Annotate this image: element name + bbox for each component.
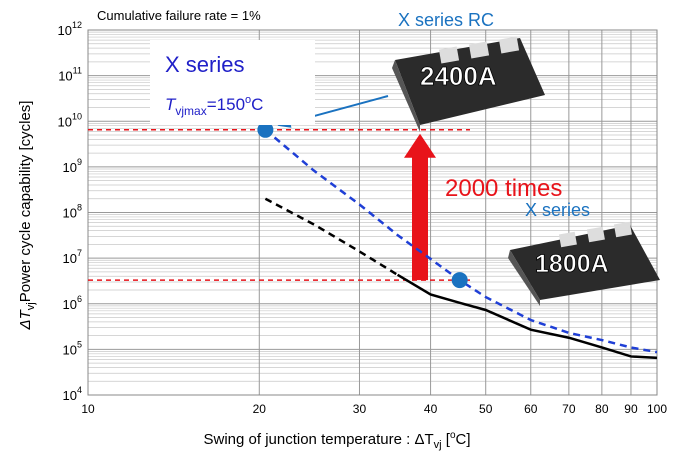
sub: vjmax: [175, 104, 206, 118]
tick-base: 10: [63, 160, 77, 175]
tick-base: 10: [63, 388, 77, 403]
x-tick-label: 30: [353, 402, 367, 416]
ratio-arrow: [404, 133, 436, 281]
x-tick-label: 50: [479, 402, 493, 416]
sup: o: [245, 94, 251, 106]
text: Swing of junction temperature : ΔT: [204, 431, 434, 448]
module-label: 1800A: [535, 250, 609, 278]
y-tick-label: 109: [63, 157, 82, 175]
module-image: 1800A: [508, 221, 660, 306]
x-tick-label: 80: [595, 402, 609, 416]
sup: o: [450, 430, 456, 441]
tick-exp: 9: [77, 157, 82, 167]
box-condition: Tvjmax=150oC: [165, 94, 263, 118]
info-box: [150, 40, 315, 125]
point-marker: [451, 272, 468, 289]
y-tick-label: 104: [63, 385, 82, 403]
x-tick-label: 70: [562, 402, 576, 416]
text: =150: [207, 95, 245, 114]
tick-exp: 8: [77, 203, 82, 213]
y-tick-label: 107: [63, 248, 82, 266]
text: Power cycle capability [cycles]: [17, 101, 34, 303]
y-tick-label: 106: [63, 294, 82, 312]
x-tick-label: 90: [624, 402, 638, 416]
text: C]: [456, 431, 471, 448]
y-tick-label: 1012: [58, 20, 82, 38]
point-marker: [257, 121, 274, 138]
y-tick-label: 108: [63, 203, 82, 221]
x-tick-label: 60: [524, 402, 538, 416]
tick-exp: 6: [77, 294, 82, 304]
y-axis-label: ΔTvjPower cycle capability [cycles]: [17, 101, 37, 331]
box-title: X series: [165, 52, 244, 77]
tick-base: 10: [63, 206, 77, 221]
tick-base: 10: [63, 342, 77, 357]
module-label: 2400A: [420, 61, 497, 91]
tick-exp: 5: [77, 339, 82, 349]
tick-exp: 12: [72, 20, 82, 30]
tick-exp: 4: [77, 385, 82, 395]
module-image: 2400A: [392, 36, 545, 132]
text: [: [442, 431, 451, 448]
tick-exp: 7: [77, 248, 82, 258]
annotation: Cumulative failure rate = 1%: [97, 8, 261, 23]
x-tick-label: 20: [253, 402, 267, 416]
x-tick-label: 10: [81, 402, 95, 416]
series-line: [396, 273, 658, 360]
tick-base: 10: [63, 297, 77, 312]
y-tick-label: 1010: [58, 111, 82, 129]
text: C: [251, 95, 263, 114]
x-tick-label: 100: [647, 402, 667, 416]
series-line: [264, 197, 399, 276]
plot-frame: [87, 29, 658, 396]
y-tick-label: 105: [63, 339, 82, 357]
y-tick-label: 1011: [58, 66, 82, 84]
tick-base: 10: [58, 114, 72, 129]
sub: vj: [434, 439, 442, 451]
ratio-label: 2000 times: [445, 175, 562, 202]
tick-base: 10: [63, 251, 77, 266]
tick-exp: 11: [73, 66, 82, 76]
series-label: X series: [525, 200, 590, 220]
symbol: T: [165, 95, 177, 114]
series-line: [264, 128, 658, 354]
series-label: X series RC: [398, 10, 494, 30]
x-axis-label: Swing of junction temperature : ΔTvj [oC…: [204, 430, 471, 451]
tick-base: 10: [58, 69, 72, 84]
text: ΔT: [17, 308, 34, 330]
x-tick-label: 40: [424, 402, 438, 416]
sub: vj: [25, 302, 37, 310]
tick-exp: 10: [72, 111, 82, 121]
tick-base: 10: [58, 23, 72, 38]
